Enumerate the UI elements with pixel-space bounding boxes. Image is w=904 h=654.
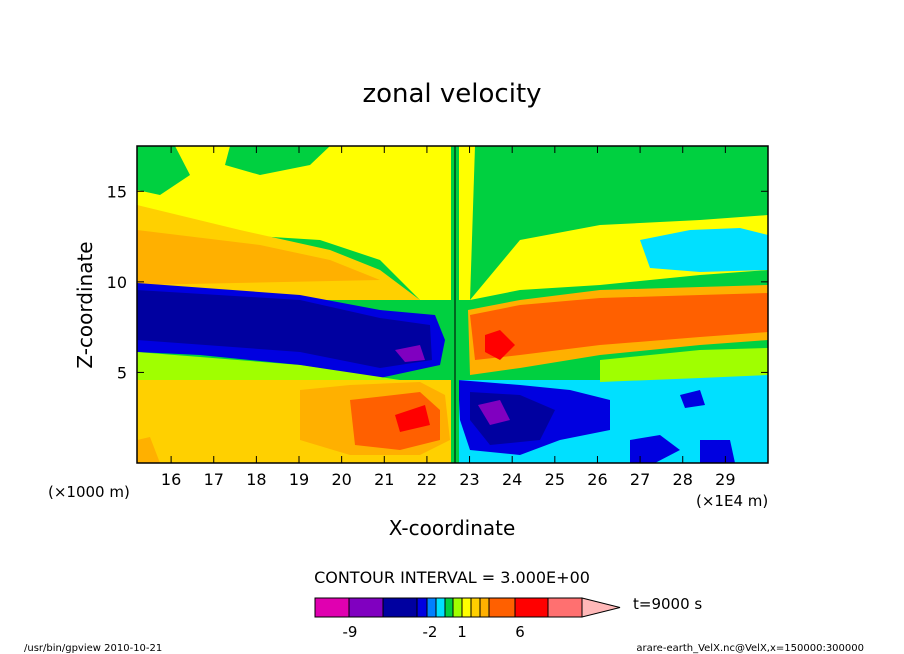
x-tick-label: 22 xyxy=(417,470,437,489)
colorbar-segment xyxy=(514,597,549,618)
footer-right: arare-earth_VelX.nc@VelX,x=150000:300000 xyxy=(636,643,864,654)
colorbar-segment xyxy=(435,597,446,618)
x-tick-label: 23 xyxy=(459,470,479,489)
x-tick-label: 27 xyxy=(630,470,650,489)
y-axis-ticks: 5 10 15 xyxy=(107,182,768,382)
colorbar-segment xyxy=(416,597,428,618)
y-axis-label: Z-coordinate xyxy=(73,241,97,368)
x-tick-label: 19 xyxy=(289,470,309,489)
colorbar-segment xyxy=(348,597,384,618)
time-label: t=9000 s xyxy=(633,595,702,613)
y-tick-label: 5 xyxy=(117,363,127,382)
colorbar-arrow xyxy=(581,597,621,618)
colorbar-segment xyxy=(470,597,481,618)
x-axis-label: X-coordinate xyxy=(389,516,516,540)
contour-interval-label: CONTOUR INTERVAL = 3.000E+00 xyxy=(314,568,590,587)
colorbar: -9 -2 1 6 xyxy=(314,597,621,641)
colorbar-segment xyxy=(452,597,463,618)
colorbar-segment xyxy=(426,597,437,618)
x-axis-ticks: 16 17 18 19 20 21 22 23 24 25 26 27 28 29 xyxy=(161,146,736,489)
colorbar-segment xyxy=(444,597,454,618)
colorbar-segment xyxy=(382,597,418,618)
colorbar-tick-label: -2 xyxy=(423,623,438,641)
x-tick-label: 20 xyxy=(331,470,351,489)
colorbar-tick-label: 6 xyxy=(515,623,525,641)
colorbar-tick-label: -9 xyxy=(343,623,358,641)
colorbar-segment xyxy=(479,597,490,618)
x-unit-left: (×1000 m) xyxy=(48,483,130,501)
x-tick-label: 24 xyxy=(502,470,522,489)
colorbar-segment xyxy=(488,597,516,618)
x-tick-label: 21 xyxy=(374,470,394,489)
contour-field xyxy=(137,146,768,463)
x-tick-label: 16 xyxy=(161,470,181,489)
y-tick-label: 15 xyxy=(107,182,127,201)
plot-frame xyxy=(136,145,769,464)
chart-title: zonal velocity xyxy=(362,79,541,109)
x-tick-label: 17 xyxy=(204,470,224,489)
colorbar-tick-label: 1 xyxy=(457,623,467,641)
y-tick-label: 10 xyxy=(107,273,127,292)
x-tick-label: 26 xyxy=(587,470,607,489)
x-tick-label: 29 xyxy=(715,470,735,489)
x-tick-label: 18 xyxy=(246,470,266,489)
x-tick-label: 28 xyxy=(673,470,693,489)
colorbar-segment xyxy=(314,597,350,618)
colorbar-segment xyxy=(461,597,472,618)
footer-left: /usr/bin/gpview 2010-10-21 xyxy=(24,643,162,654)
colorbar-segment xyxy=(547,597,583,618)
x-tick-label: 25 xyxy=(545,470,565,489)
x-unit-right: (×1E4 m) xyxy=(696,492,768,510)
